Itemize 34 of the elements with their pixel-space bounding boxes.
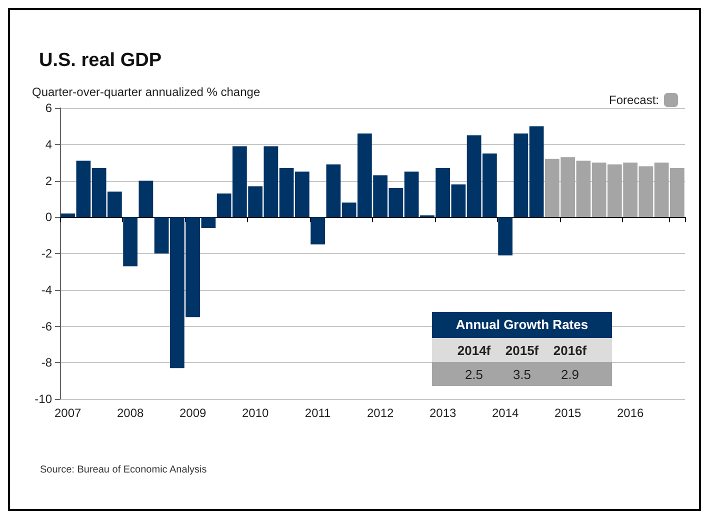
y-tick-label: -2 <box>41 246 52 260</box>
x-tick-label: 2016 <box>616 406 644 420</box>
annotation: 2.9 <box>560 366 580 382</box>
y-tick-label: 6 <box>45 101 52 115</box>
annotation: 2014f <box>456 342 492 358</box>
x-tick-label: 2009 <box>179 406 206 420</box>
annotation: Annual Growth Rates <box>432 312 612 338</box>
y-tick-label: 4 <box>45 137 52 152</box>
bar <box>123 217 138 266</box>
bar <box>310 217 325 244</box>
y-tick-label: 0 <box>45 210 52 224</box>
legend-label: Forecast: <box>608 93 659 107</box>
x-tick-label: 2010 <box>242 406 269 420</box>
x-tick-label: 2007 <box>54 406 82 420</box>
bar <box>138 180 154 218</box>
y-tick-label: -10 <box>34 392 52 406</box>
x-tick-label: 2014 <box>492 406 519 420</box>
x-tick-label: 2008 <box>116 406 144 420</box>
y-tick-label: -6 <box>41 319 52 334</box>
annotation: 2.5 <box>464 366 484 382</box>
x-tick-label: 2011 <box>304 406 332 420</box>
x-tick-label: 2015 <box>554 406 582 420</box>
y-tick-label: -4 <box>41 282 52 297</box>
x-tick-label: 2012 <box>366 406 394 420</box>
annotation: 2016f <box>552 342 588 358</box>
annotation: 2015f <box>504 342 540 358</box>
y-tick-label: -8 <box>41 356 52 370</box>
y-axis-title: Quarter-over-quarter annualized % change <box>32 85 260 99</box>
annotation: 3.5 <box>512 366 532 382</box>
y-tick-label: 2 <box>45 174 52 188</box>
chart-title: U.S. real GDP <box>39 50 162 71</box>
source-note: Source: Bureau of Economic Analysis <box>40 464 207 476</box>
x-tick-label: 2013 <box>429 406 456 420</box>
bar <box>498 217 512 256</box>
